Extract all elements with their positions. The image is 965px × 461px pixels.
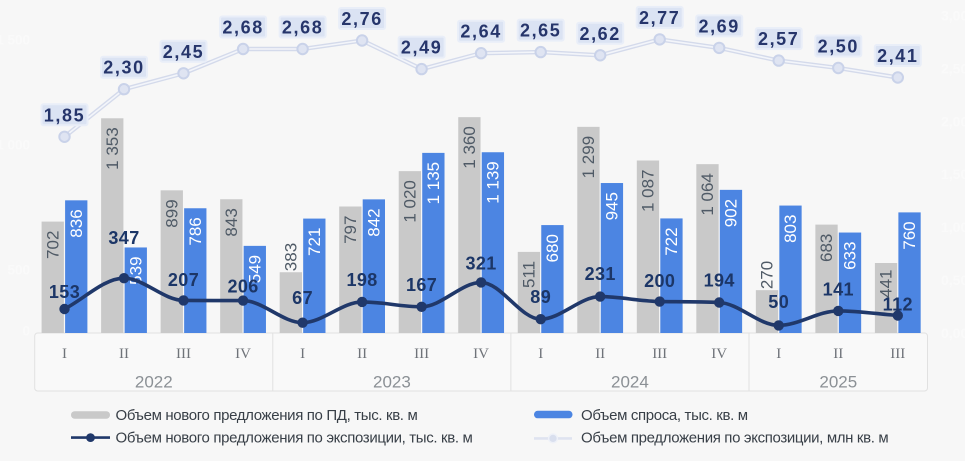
svg-text:Объем нового предложения по ПД: Объем нового предложения по ПД, тыс. кв.…: [116, 407, 418, 424]
svg-text:III: III: [652, 346, 667, 362]
svg-text:IV: IV: [711, 346, 727, 362]
svg-text:2,62: 2,62: [579, 24, 620, 44]
svg-text:797: 797: [341, 216, 360, 244]
svg-text:89: 89: [530, 287, 551, 307]
svg-text:67: 67: [292, 288, 313, 308]
svg-text:153: 153: [49, 282, 80, 302]
svg-text:721: 721: [305, 228, 324, 256]
svg-text:2022: 2022: [135, 373, 173, 392]
svg-text:I: I: [62, 346, 67, 362]
svg-text:511: 511: [519, 261, 538, 288]
svg-text:945: 945: [602, 192, 621, 220]
svg-text:141: 141: [823, 280, 854, 300]
svg-text:1,00: 1,00: [941, 219, 965, 235]
svg-text:2,68: 2,68: [282, 18, 323, 38]
svg-text:1 139: 1 139: [483, 161, 502, 204]
svg-text:206: 206: [227, 277, 258, 297]
svg-text:633: 633: [841, 242, 860, 270]
svg-text:0,00: 0,00: [941, 325, 965, 341]
svg-text:0,50: 0,50: [941, 272, 965, 288]
svg-text:899: 899: [162, 199, 181, 227]
svg-text:II: II: [595, 346, 605, 362]
svg-text:Объем спроса, тыс. кв. м: Объем спроса, тыс. кв. м: [581, 407, 748, 424]
svg-text:2,57: 2,57: [758, 29, 799, 49]
svg-text:2,76: 2,76: [341, 9, 382, 29]
svg-text:III: III: [890, 346, 905, 362]
svg-text:167: 167: [406, 275, 437, 295]
svg-text:Объем нового предложения по эк: Объем нового предложения по экспозиции, …: [116, 430, 473, 447]
svg-text:1 087: 1 087: [638, 169, 657, 212]
svg-text:702: 702: [43, 231, 62, 259]
svg-text:2023: 2023: [373, 373, 411, 392]
svg-text:836: 836: [67, 209, 86, 237]
svg-text:194: 194: [704, 271, 735, 291]
svg-text:III: III: [414, 346, 429, 362]
svg-text:231: 231: [585, 264, 616, 284]
svg-text:441: 441: [877, 270, 896, 298]
svg-text:200: 200: [644, 271, 675, 291]
svg-text:760: 760: [900, 221, 919, 249]
svg-text:I: I: [538, 346, 543, 362]
svg-text:3,00: 3,00: [941, 8, 965, 24]
svg-text:347: 347: [108, 228, 139, 248]
svg-text:II: II: [357, 346, 367, 362]
svg-text:2,69: 2,69: [698, 16, 739, 36]
svg-text:1 064: 1 064: [698, 173, 717, 216]
svg-text:2,68: 2,68: [222, 18, 263, 38]
svg-text:2,50: 2,50: [941, 60, 965, 76]
svg-text:722: 722: [662, 227, 681, 255]
svg-text:II: II: [119, 346, 129, 362]
svg-text:IV: IV: [235, 346, 251, 362]
svg-text:2,65: 2,65: [520, 21, 561, 41]
svg-text:549: 549: [245, 255, 264, 283]
svg-text:2,49: 2,49: [401, 38, 442, 58]
svg-text:383: 383: [281, 243, 300, 271]
svg-text:II: II: [833, 346, 843, 362]
svg-text:2,64: 2,64: [460, 22, 501, 42]
svg-text:III: III: [176, 346, 191, 362]
svg-text:270: 270: [757, 261, 776, 289]
svg-text:198: 198: [346, 270, 377, 290]
svg-text:1 135: 1 135: [424, 162, 443, 205]
svg-text:842: 842: [364, 208, 383, 236]
svg-text:2,41: 2,41: [877, 46, 918, 66]
svg-text:112: 112: [883, 295, 913, 315]
svg-text:2025: 2025: [819, 373, 857, 392]
svg-text:I: I: [776, 346, 781, 362]
svg-text:786: 786: [186, 217, 205, 245]
svg-text:50: 50: [768, 292, 789, 312]
svg-text:207: 207: [168, 270, 199, 290]
svg-text:1 020: 1 020: [400, 180, 419, 223]
svg-text:500: 500: [7, 263, 30, 278]
svg-text:843: 843: [222, 208, 241, 236]
svg-text:1,85: 1,85: [44, 105, 85, 125]
svg-text:902: 902: [721, 199, 740, 227]
svg-text:321: 321: [465, 254, 496, 274]
svg-text:2,30: 2,30: [103, 58, 144, 78]
svg-text:1,50: 1,50: [941, 166, 965, 182]
svg-text:I: I: [300, 346, 305, 362]
svg-text:683: 683: [817, 234, 836, 262]
svg-text:2,45: 2,45: [163, 42, 204, 62]
svg-text:2,00: 2,00: [941, 113, 965, 129]
svg-text:1 500: 1 500: [0, 33, 30, 48]
svg-text:1 000: 1 000: [0, 138, 30, 153]
svg-text:1 360: 1 360: [460, 126, 479, 169]
svg-text:1 353: 1 353: [103, 127, 122, 170]
svg-text:2,50: 2,50: [818, 37, 859, 57]
svg-text:680: 680: [543, 234, 562, 262]
svg-text:1 299: 1 299: [579, 136, 598, 179]
svg-text:0: 0: [22, 324, 30, 339]
svg-text:2,77: 2,77: [639, 8, 680, 28]
svg-text:2024: 2024: [611, 373, 649, 392]
svg-text:Объем предложения по экспозици: Объем предложения по экспозиции, млн кв.…: [581, 430, 888, 447]
svg-text:803: 803: [781, 215, 800, 243]
svg-text:IV: IV: [473, 346, 489, 362]
